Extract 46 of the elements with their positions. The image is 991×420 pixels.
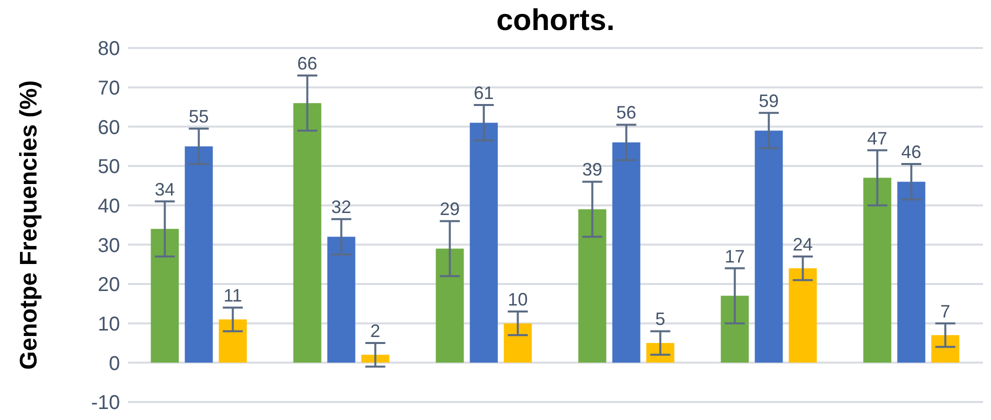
bar	[754, 130, 783, 363]
data-label: 55	[188, 106, 209, 127]
bar	[897, 182, 926, 363]
y-tick-label: 50	[98, 156, 120, 178]
y-tick-label: 30	[98, 234, 120, 257]
y-tick-label: 80	[98, 38, 120, 60]
data-label: 7	[940, 301, 950, 322]
y-tick-label: 40	[98, 195, 120, 218]
bar	[578, 209, 606, 363]
y-tick-label: 60	[98, 116, 120, 139]
bar	[293, 103, 322, 363]
chart-title: cohorts.	[495, 4, 616, 38]
y-tick-label: 20	[98, 274, 120, 296]
data-label: 2	[370, 321, 380, 341]
bar	[788, 268, 817, 363]
data-label: 46	[901, 142, 922, 162]
bar	[931, 335, 960, 363]
data-label: 32	[331, 197, 352, 218]
bar	[863, 178, 892, 363]
data-label: 59	[758, 90, 779, 111]
y-tick-label: 70	[98, 77, 120, 100]
y-tick-label: -10	[91, 392, 120, 414]
data-label: 11	[223, 286, 242, 306]
bar	[327, 236, 356, 363]
data-label: 39	[582, 160, 602, 180]
bar	[436, 248, 464, 363]
bar	[184, 146, 213, 363]
data-label: 66	[297, 54, 318, 74]
bar	[218, 319, 247, 363]
data-label: 56	[616, 102, 636, 123]
data-label: 47	[867, 128, 888, 148]
bar	[612, 142, 640, 363]
data-label: 34	[154, 179, 175, 200]
y-tick-label: 10	[98, 313, 120, 336]
data-label: 10	[508, 290, 528, 310]
bar	[470, 122, 498, 363]
data-label: 17	[724, 246, 745, 266]
bar	[720, 296, 749, 363]
data-label: 24	[792, 234, 813, 254]
bar	[150, 228, 179, 363]
bar	[504, 323, 532, 363]
data-label: 61	[474, 83, 494, 104]
data-label: 29	[440, 199, 460, 220]
y-tick-label: 0	[108, 352, 120, 375]
data-label: 5	[655, 309, 666, 330]
y-axis-title: Genotpe Frequencies (%)	[16, 80, 43, 370]
